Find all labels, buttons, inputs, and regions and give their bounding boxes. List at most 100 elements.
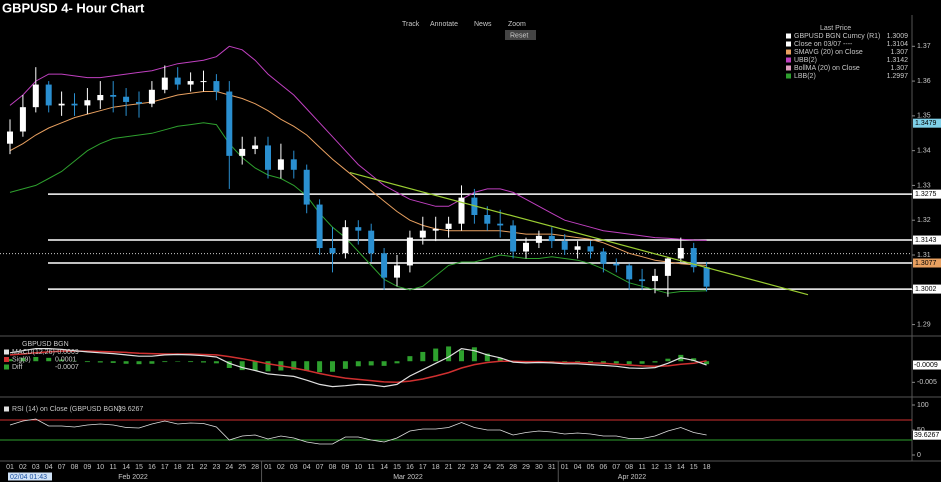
candle-body <box>587 246 594 252</box>
histogram-bar <box>20 357 26 362</box>
histogram-bar <box>201 361 206 363</box>
candle-body <box>510 225 517 252</box>
y-tick-label: 1.34 <box>917 147 931 154</box>
candle-body <box>187 81 194 85</box>
candle-body <box>342 227 349 254</box>
histogram-bar <box>652 361 658 363</box>
x-tick-label: 08 <box>329 464 337 471</box>
toolbar-button[interactable]: Annotate <box>430 21 458 28</box>
candle-body <box>303 169 310 205</box>
legend-swatch <box>786 65 791 71</box>
y-tick-label: -0.005 <box>917 379 937 386</box>
histogram-bar <box>330 361 335 372</box>
level-label: 1.3275 <box>915 191 937 198</box>
y-tick-label: 1.32 <box>917 217 931 224</box>
candle-body <box>110 95 117 97</box>
histogram-bar <box>7 359 13 362</box>
toolbar-button[interactable]: News <box>474 21 492 28</box>
x-tick-label: 12 <box>651 464 659 471</box>
candle-body <box>548 235 555 242</box>
legend-title: Last Price <box>820 25 851 32</box>
x-tick-label: 18 <box>174 464 182 471</box>
x-tick-label: 02 <box>277 464 285 471</box>
x-tick-label: 11 <box>110 464 117 471</box>
x-tick-label: 21 <box>187 464 195 471</box>
histogram-bar <box>304 361 310 371</box>
histogram-bar <box>72 360 77 362</box>
candle-body <box>664 258 671 276</box>
y-tick-label: 1.35 <box>917 113 931 120</box>
x-tick-label: 18 <box>703 464 711 471</box>
candle-body <box>535 235 542 243</box>
candle-body <box>252 145 259 149</box>
candle-body <box>613 263 620 266</box>
x-tick-label: 01 <box>561 464 569 471</box>
value-badge <box>913 360 941 370</box>
x-tick-label: 09 <box>342 464 350 471</box>
legend-value: 1.2997 <box>887 73 909 80</box>
legend-value: -0.0009 <box>55 349 79 356</box>
x-tick-label: 13 <box>664 464 672 471</box>
legend-swatch <box>4 406 9 412</box>
x-tick-label: 28 <box>251 464 259 471</box>
candle-body <box>677 248 684 259</box>
candle-body <box>639 279 646 282</box>
histogram-bar <box>704 361 710 365</box>
candle-body <box>7 131 13 144</box>
histogram-bar <box>252 361 258 371</box>
month-label: Mar 2022 <box>393 474 423 481</box>
value-badge-label: 39.6267 <box>914 432 939 439</box>
legend-label: LBB(2) <box>794 73 816 80</box>
histogram-bar <box>381 361 387 366</box>
toolbar-button[interactable]: Track <box>402 21 420 28</box>
legend-swatch <box>786 73 791 79</box>
x-tick-label: 25 <box>496 464 504 471</box>
candle-body <box>239 148 246 156</box>
x-tick-label: 16 <box>148 464 156 471</box>
level-label: 1.3077 <box>915 260 937 267</box>
histogram-bar <box>59 359 65 362</box>
legend-label: UBB(2) <box>794 57 817 64</box>
candle-body <box>626 265 633 280</box>
candle-body <box>290 159 297 170</box>
toolbar-button[interactable]: Zoom <box>508 21 526 28</box>
candle-body <box>406 237 413 266</box>
legend-value: 1.3142 <box>887 57 909 64</box>
indicator-line <box>9 45 707 241</box>
x-tick-label: 29 <box>522 464 530 471</box>
candle-body <box>148 89 155 104</box>
histogram-bar <box>291 361 297 370</box>
signal-line <box>9 350 707 384</box>
reset-button[interactable]: Reset <box>510 32 528 39</box>
x-tick-label: 15 <box>135 464 143 471</box>
candle-body <box>574 246 581 250</box>
reset-button-bg <box>505 30 536 40</box>
x-tick-label: 10 <box>354 464 362 471</box>
chart-title: GBPUSD 4- Hour Chart <box>2 0 145 15</box>
legend-value: 1.3104 <box>887 41 909 48</box>
histogram-bar <box>97 361 103 363</box>
panel-title: GBPUSD BGN <box>22 341 69 348</box>
x-tick-label: 08 <box>625 464 633 471</box>
x-tick-label: 24 <box>225 464 233 471</box>
x-tick-label: 14 <box>122 464 130 471</box>
x-tick-label: 04 <box>45 464 53 471</box>
histogram-bar <box>420 351 426 362</box>
candle-body <box>174 77 181 85</box>
y-tick-label: 1.36 <box>917 78 931 85</box>
macd-line <box>9 347 707 388</box>
histogram-bar <box>149 361 155 364</box>
candle-body <box>381 253 388 278</box>
panel-title: RSI (14) on Close (GBPUSD BGN) <box>12 406 121 413</box>
histogram-bar <box>265 361 271 372</box>
histogram-bar <box>162 361 168 363</box>
candle-body <box>19 107 26 132</box>
candle-body <box>58 103 65 106</box>
level-badge <box>913 235 941 245</box>
x-tick-label: 25 <box>238 464 246 471</box>
x-tick-label: 17 <box>161 464 169 471</box>
y-tick-label: 50 <box>917 427 925 434</box>
histogram-bar <box>175 361 181 362</box>
x-tick-label: 03 <box>290 464 298 471</box>
